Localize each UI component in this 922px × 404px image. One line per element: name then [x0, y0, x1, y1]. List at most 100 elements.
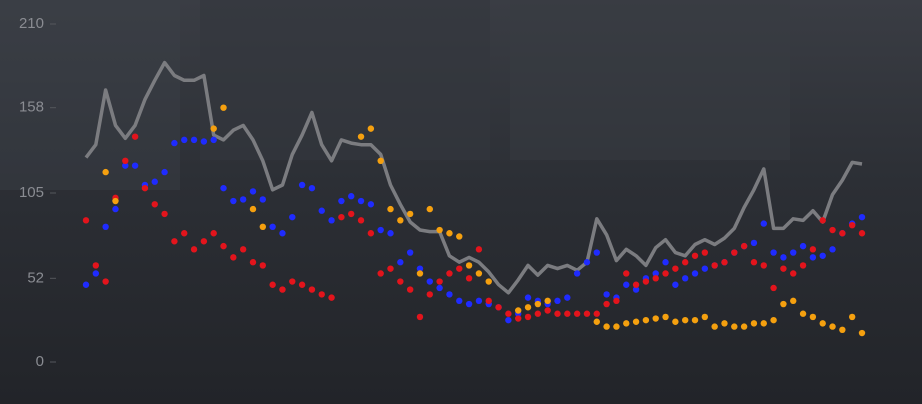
dot: [495, 304, 502, 311]
dot: [406, 249, 414, 256]
dot: [397, 217, 404, 224]
dot: [564, 310, 571, 317]
dot: [161, 210, 168, 218]
dot: [289, 213, 296, 221]
dot: [210, 125, 217, 132]
dot: [740, 242, 748, 250]
dot: [809, 313, 817, 321]
dot: [573, 270, 581, 277]
dot: [465, 275, 473, 282]
dot: [839, 326, 846, 334]
dot: [318, 207, 325, 214]
dot: [505, 310, 512, 317]
dot: [632, 281, 640, 288]
y-tick-label: 105: [19, 184, 44, 201]
dot: [338, 197, 345, 205]
dot: [181, 136, 188, 144]
dot: [249, 188, 257, 195]
dot: [416, 313, 424, 321]
dot: [269, 281, 276, 288]
dot: [731, 249, 738, 256]
dot: [770, 316, 777, 324]
dot: [367, 230, 375, 237]
dot: [544, 307, 551, 314]
dot: [200, 238, 208, 245]
dot: [603, 291, 610, 298]
dot: [298, 281, 306, 288]
dot: [112, 197, 119, 205]
dot: [642, 316, 650, 324]
dot: [456, 265, 463, 272]
dot: [249, 205, 257, 213]
dot: [632, 286, 640, 293]
dot: [790, 297, 797, 305]
dot: [82, 281, 90, 288]
dot: [92, 270, 100, 277]
dot: [760, 220, 767, 227]
dot: [623, 281, 630, 288]
y-tick-label: 52: [27, 269, 44, 286]
dot: [750, 239, 758, 247]
dot: [750, 320, 758, 327]
dot: [485, 278, 492, 285]
dot: [583, 310, 591, 317]
dot: [289, 278, 296, 285]
dot: [819, 252, 826, 259]
dot: [269, 223, 276, 230]
dot: [102, 168, 109, 176]
dot: [799, 242, 807, 250]
dot: [848, 313, 856, 321]
dot: [387, 230, 394, 237]
dot: [151, 201, 158, 208]
dot: [790, 270, 797, 277]
dot: [456, 233, 463, 240]
dot: [475, 270, 483, 277]
dot: [848, 221, 856, 229]
dot: [691, 252, 699, 259]
dot: [308, 184, 316, 192]
dot: [298, 181, 306, 189]
y-tick-label: 210: [19, 15, 44, 32]
dot: [230, 197, 237, 205]
dot: [662, 313, 669, 321]
dot: [505, 316, 512, 324]
dot: [672, 281, 679, 288]
dot: [858, 230, 866, 237]
dot: [131, 162, 139, 169]
dot: [387, 265, 394, 272]
dot: [102, 278, 109, 285]
dot: [230, 254, 237, 261]
y-tick-label: 0: [36, 353, 44, 370]
dot: [632, 318, 640, 325]
dot: [416, 270, 424, 277]
dot: [357, 217, 365, 224]
dot: [711, 262, 718, 269]
dot: [465, 262, 473, 269]
photo-block: [0, 0, 180, 190]
dot: [308, 286, 316, 293]
dot: [544, 297, 551, 305]
dot: [524, 304, 532, 311]
dot: [377, 270, 384, 277]
dot: [190, 246, 198, 253]
dot: [858, 213, 866, 221]
dot: [239, 196, 247, 203]
dot: [200, 138, 208, 145]
dot: [642, 278, 650, 285]
dot: [151, 178, 158, 185]
series-line: [84, 60, 863, 295]
dot: [357, 133, 365, 140]
dot: [249, 259, 257, 266]
dot: [731, 323, 738, 330]
dot: [839, 230, 846, 237]
dot: [485, 297, 492, 305]
dot: [406, 286, 414, 293]
dot: [367, 125, 375, 132]
dot: [790, 249, 797, 256]
dot: [406, 210, 414, 218]
dot: [799, 262, 807, 269]
dot: [534, 310, 542, 317]
dot: [348, 210, 355, 218]
dot: [770, 249, 777, 256]
dot: [456, 297, 463, 305]
